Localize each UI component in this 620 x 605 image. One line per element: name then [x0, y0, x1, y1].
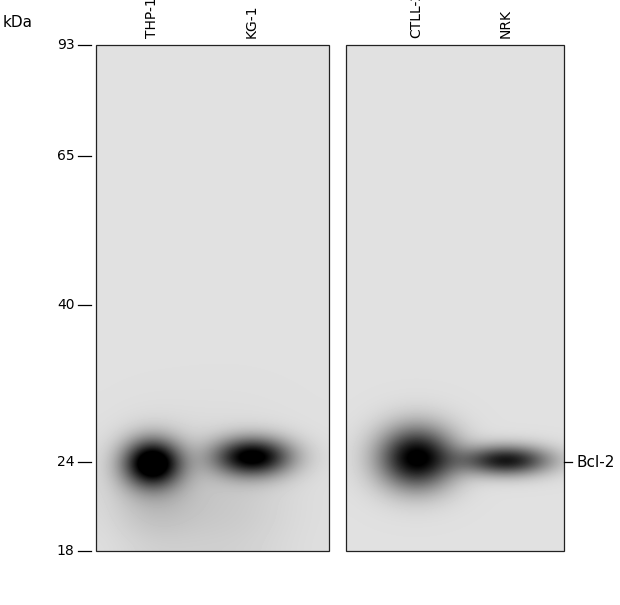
Text: NRK: NRK	[498, 9, 512, 38]
Text: 18: 18	[56, 543, 74, 558]
Text: KG-1: KG-1	[245, 5, 259, 38]
Text: 93: 93	[57, 38, 74, 53]
Text: kDa: kDa	[3, 15, 33, 30]
Text: Bcl-2: Bcl-2	[577, 454, 615, 469]
Text: 65: 65	[57, 149, 74, 163]
Bar	[346, 45, 564, 551]
Text: THP-1: THP-1	[145, 0, 159, 38]
Text: CTLL-2: CTLL-2	[409, 0, 423, 38]
Bar	[96, 45, 329, 551]
Text: 24: 24	[57, 455, 74, 469]
Text: 40: 40	[57, 298, 74, 312]
